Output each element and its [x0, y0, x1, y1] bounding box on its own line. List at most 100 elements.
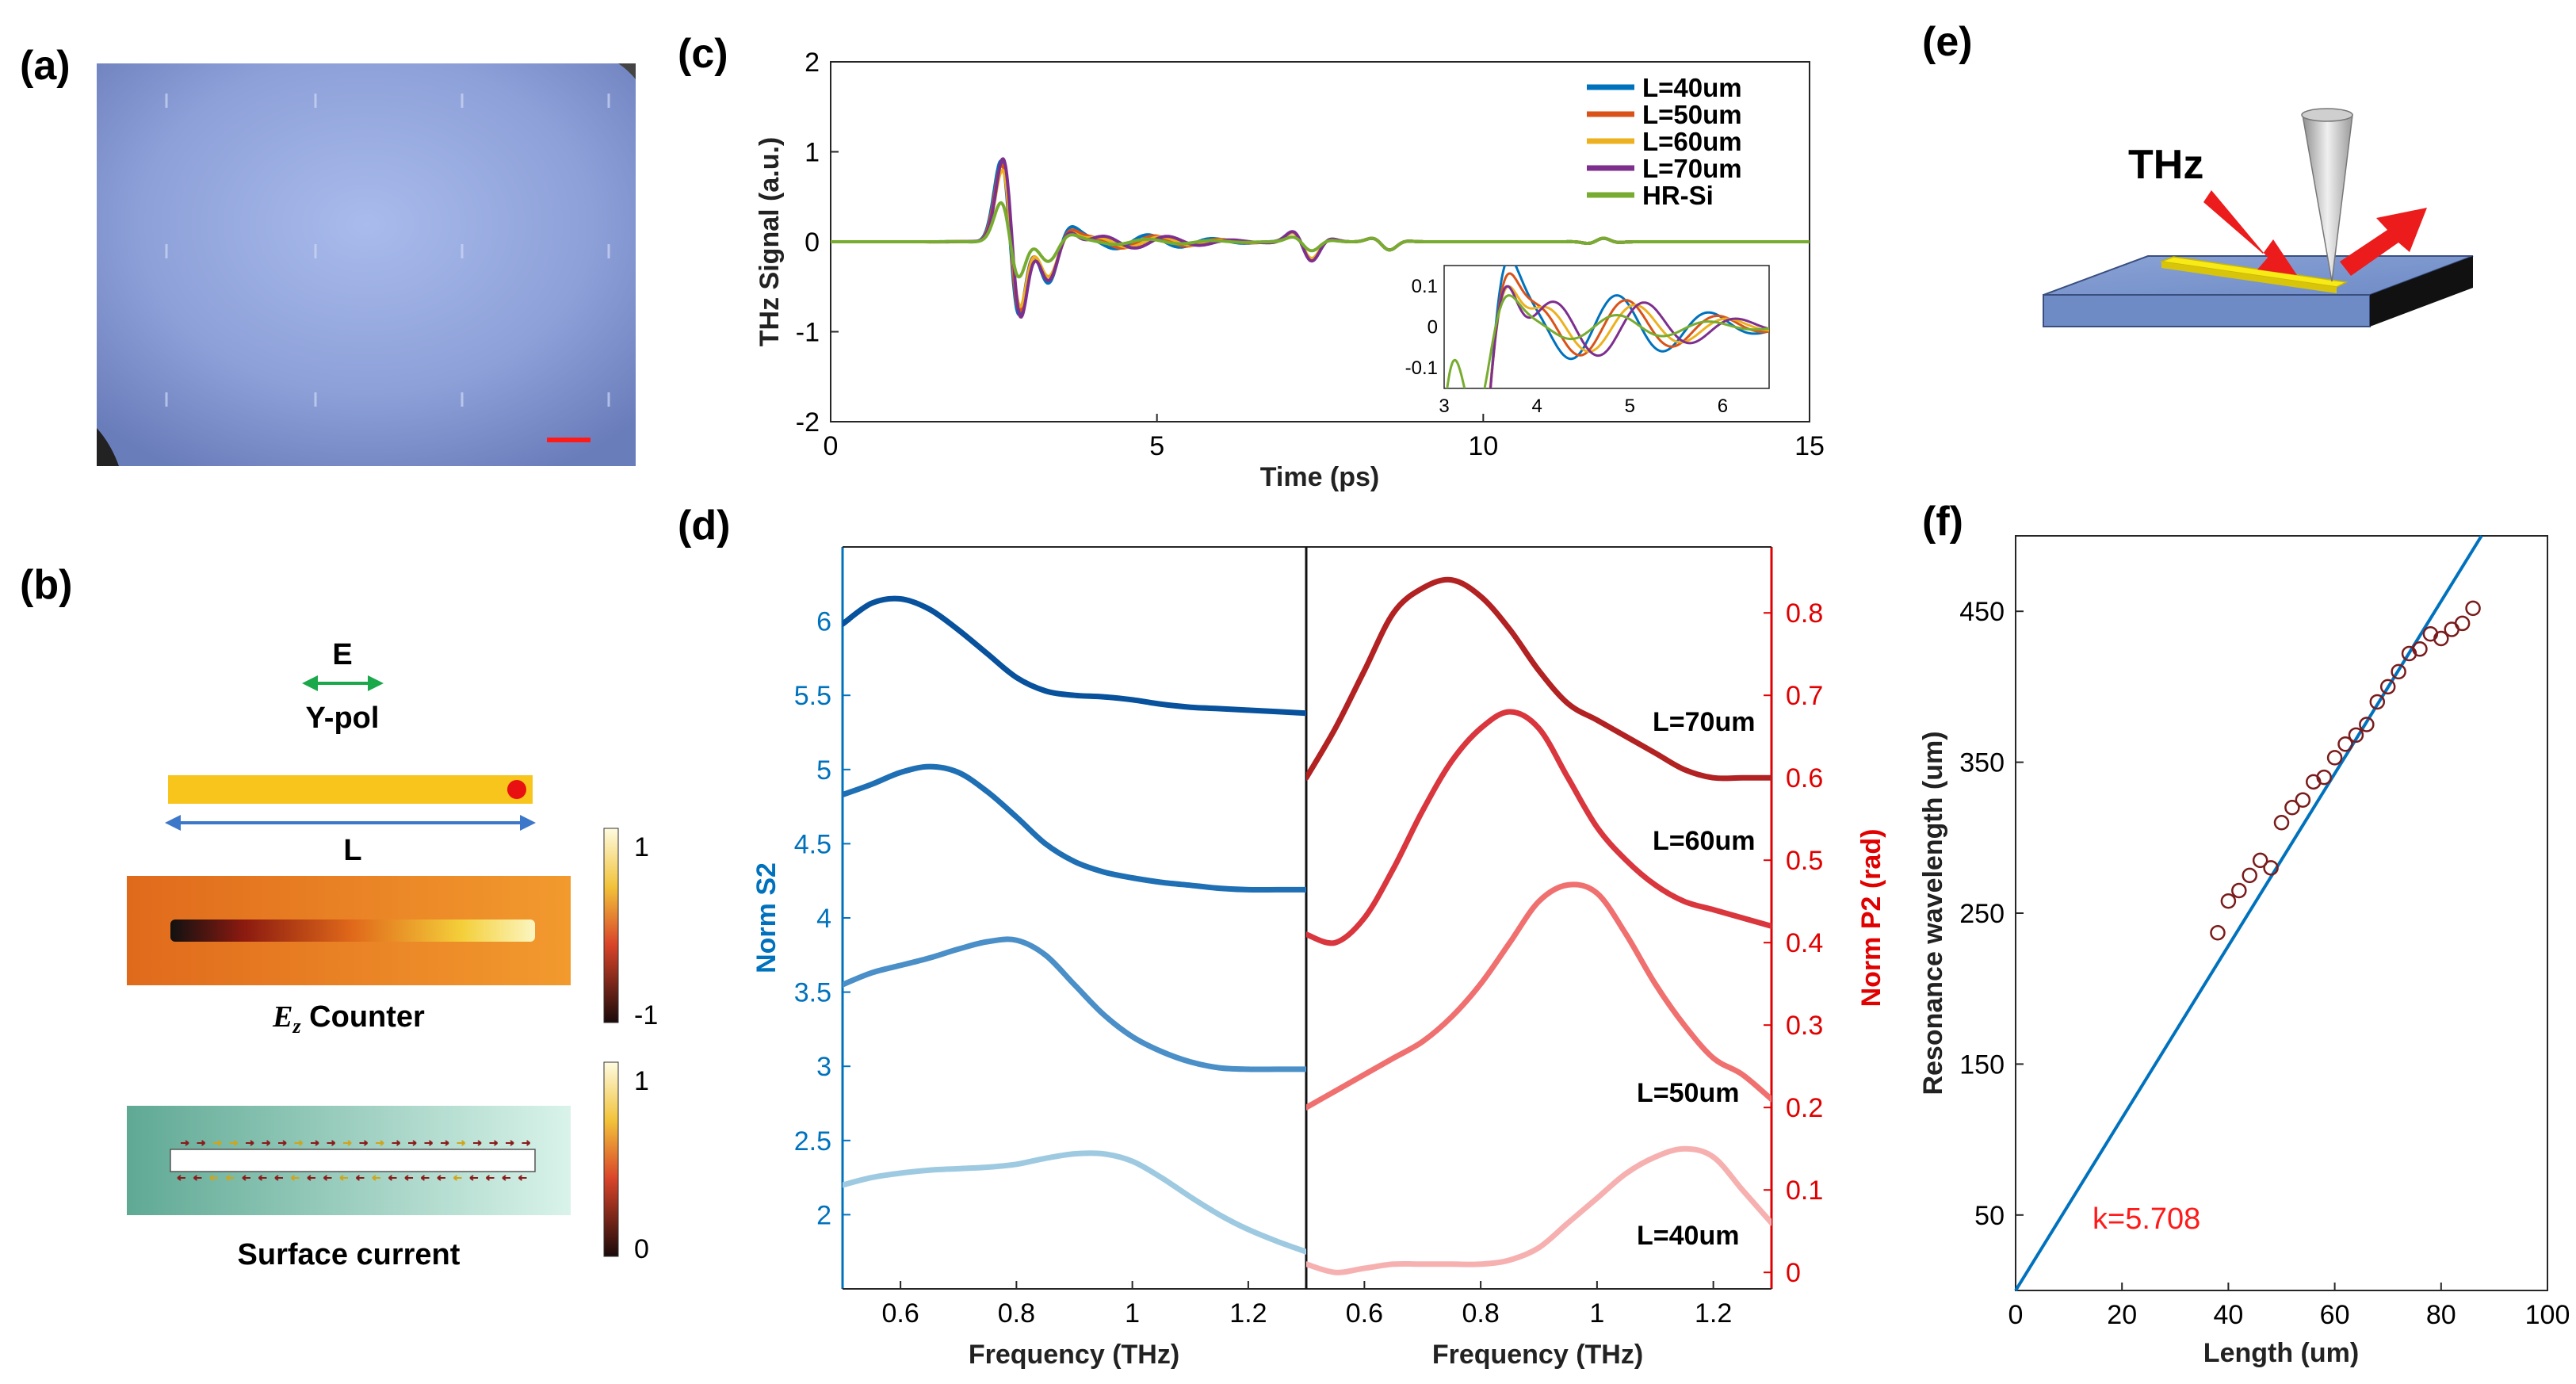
fit-slope-label: k=5.708: [2093, 1202, 2200, 1236]
chart-c: 0 5 10 15 -2 -1 0 1 2 L=40umL=50umL=60umL=70umHR…: [755, 48, 1825, 492]
chart-f-data-point: [2359, 717, 2375, 732]
chart-d-right-series-line: [1306, 1145, 1771, 1275]
chart-c-ytick: 0: [805, 227, 820, 258]
chart-d-left-ytick: 5.5: [794, 681, 831, 711]
chart-d-left-ytick: 2.5: [794, 1126, 831, 1157]
chart-c-ytick: -1: [796, 318, 820, 348]
substrate-side: [2370, 256, 2473, 327]
chart-f-data-point: [2316, 769, 2332, 786]
panel-label-c: (c): [678, 31, 728, 77]
chart-f-ytick: 50: [1974, 1201, 2005, 1231]
chart-f-xlabel: Length (um): [2203, 1338, 2359, 1368]
chart-d-curve-label: L=70um: [1653, 707, 1755, 737]
chart-f-data-point: [2231, 882, 2247, 899]
chart-d-right-xtick: 0.8: [1462, 1298, 1499, 1329]
chart-f-xtick: 0: [2008, 1300, 2024, 1330]
chart-d-left-ytick: 3: [816, 1052, 831, 1082]
chart-d-right-ytick: 0.7: [1786, 681, 1823, 711]
chart-c-ytick: 2: [805, 48, 820, 78]
chart-d-left-series-line: [843, 936, 1306, 1072]
chart-f-data-point: [2295, 792, 2311, 808]
chart-c-inset-line: [1489, 266, 1769, 388]
chart-f-xtick: 100: [2525, 1300, 2570, 1330]
substrate-front: [2043, 294, 2371, 327]
chart-d-right-ytick: 0.3: [1786, 1011, 1823, 1041]
chart-d-left-series-line: [843, 763, 1306, 893]
chart-d-left-series-line: [843, 1150, 1306, 1255]
chart-c-inset-ytick: 0: [1428, 317, 1438, 338]
chart-d-right-xtick: 0.6: [1346, 1298, 1383, 1329]
chart-f-data-point: [2326, 750, 2343, 766]
chart-f-data-point: [2391, 663, 2406, 680]
chart-f-data-point: [2412, 641, 2428, 657]
chart-d-right-xlabel: Frequency (THz): [1432, 1340, 1643, 1370]
chart-d-curve-label: L=40um: [1637, 1221, 1739, 1251]
surface-current-caption: Surface current: [238, 1238, 461, 1271]
chart-d-left-ytick: 3.5: [794, 978, 831, 1008]
chart-f-data-point: [2337, 736, 2353, 752]
chart-d-right-ytick: 0.2: [1786, 1093, 1823, 1123]
chart-c-legend-label: L=60um: [1642, 127, 1742, 156]
chart-d-right-ytick: 0.4: [1786, 928, 1823, 958]
chart-f-data-point: [2273, 815, 2290, 831]
chart-f-xtick: 80: [2426, 1300, 2456, 1330]
chart-c-inset-ytick: -0.1: [1405, 357, 1438, 379]
chart-c-ytick: -2: [796, 407, 820, 438]
ez-colorbar-min: -1: [634, 1000, 658, 1030]
thz-label: THz: [2128, 142, 2203, 188]
ez-colorbar: [603, 828, 619, 1023]
chart-d-left-xlabel: Frequency (THz): [969, 1340, 1179, 1370]
chart-f-data-point: [2242, 867, 2257, 884]
chart-d-curve-label: L=50um: [1637, 1078, 1739, 1108]
panel-label-b: (b): [20, 562, 72, 608]
chart-c-ytick: 1: [805, 138, 820, 168]
chart-d-right-ytick: 0.8: [1786, 598, 1823, 629]
chart-c-inset-ytick: 0.1: [1412, 276, 1438, 297]
chart-f-ytick: 250: [1959, 899, 2005, 929]
chart-c-inset-xtick: 4: [1531, 396, 1542, 417]
chart-c-legend-label: HR-Si: [1642, 181, 1714, 210]
chart-d-right-xtick: 1: [1589, 1298, 1604, 1329]
chart-f-data-point: [2348, 727, 2364, 744]
chart-f-xtick: 20: [2107, 1300, 2137, 1330]
chart-d-right-series-line: [1306, 709, 1771, 946]
chart-d-right-ytick: 0.1: [1786, 1176, 1823, 1206]
chart-d-left-ytick: 5: [816, 755, 831, 786]
gold-rod: [168, 775, 533, 804]
chart-f-ylabel: Resonance wavelength (um): [1918, 731, 1948, 1095]
chart-d-left-xtick: 0.8: [998, 1298, 1035, 1329]
chart-f-data-point: [2433, 630, 2449, 647]
chart-f-ytick: 450: [1959, 597, 2005, 627]
chart-d-left-ytick: 2: [816, 1200, 831, 1230]
chart-f-data-point: [2379, 679, 2396, 695]
chart-d-right-ytick: 0.6: [1786, 763, 1823, 793]
chart-c-inset-xtick: 6: [1718, 396, 1728, 417]
length-label: L: [343, 834, 361, 867]
chart-c-series-line: [831, 201, 1810, 279]
panel-b: E Y-pol L Ez Counter 1 -1 Surface curren…: [127, 638, 658, 1271]
panel-label-e: (e): [1922, 19, 1973, 65]
sc-colorbar: [603, 1061, 619, 1257]
e-field-label: E: [332, 638, 352, 671]
chart-c-xtick: 10: [1468, 431, 1498, 461]
chart-d-right-ytick: 0: [1786, 1258, 1801, 1288]
panel-label-d: (d): [678, 503, 730, 549]
chart-d-left-xtick: 0.6: [881, 1298, 919, 1329]
chart-d-left-series-line: [843, 595, 1306, 717]
chart-c-inset-xtick: 3: [1439, 396, 1449, 417]
chart-c-xtick: 5: [1149, 431, 1164, 461]
chart-c-inset-line: [1446, 294, 1769, 388]
chart-f-data-point: [2369, 694, 2386, 710]
chart-f-data-point: [2252, 852, 2268, 869]
chart-c-legend-label: L=40um: [1642, 73, 1742, 102]
chart-f-data-point: [2284, 799, 2300, 816]
panel-label-a: (a): [20, 43, 71, 89]
chart-f-xtick: 40: [2213, 1300, 2243, 1330]
ez-caption: Ez Counter: [272, 1000, 425, 1038]
tip-position-marker: [507, 780, 526, 799]
chart-d-left-ytick: 4: [816, 904, 831, 934]
setup-schematic: THz: [2043, 108, 2474, 327]
polarization-label: Y-pol: [306, 702, 380, 735]
chart-f-ytick: 350: [1959, 748, 2005, 778]
